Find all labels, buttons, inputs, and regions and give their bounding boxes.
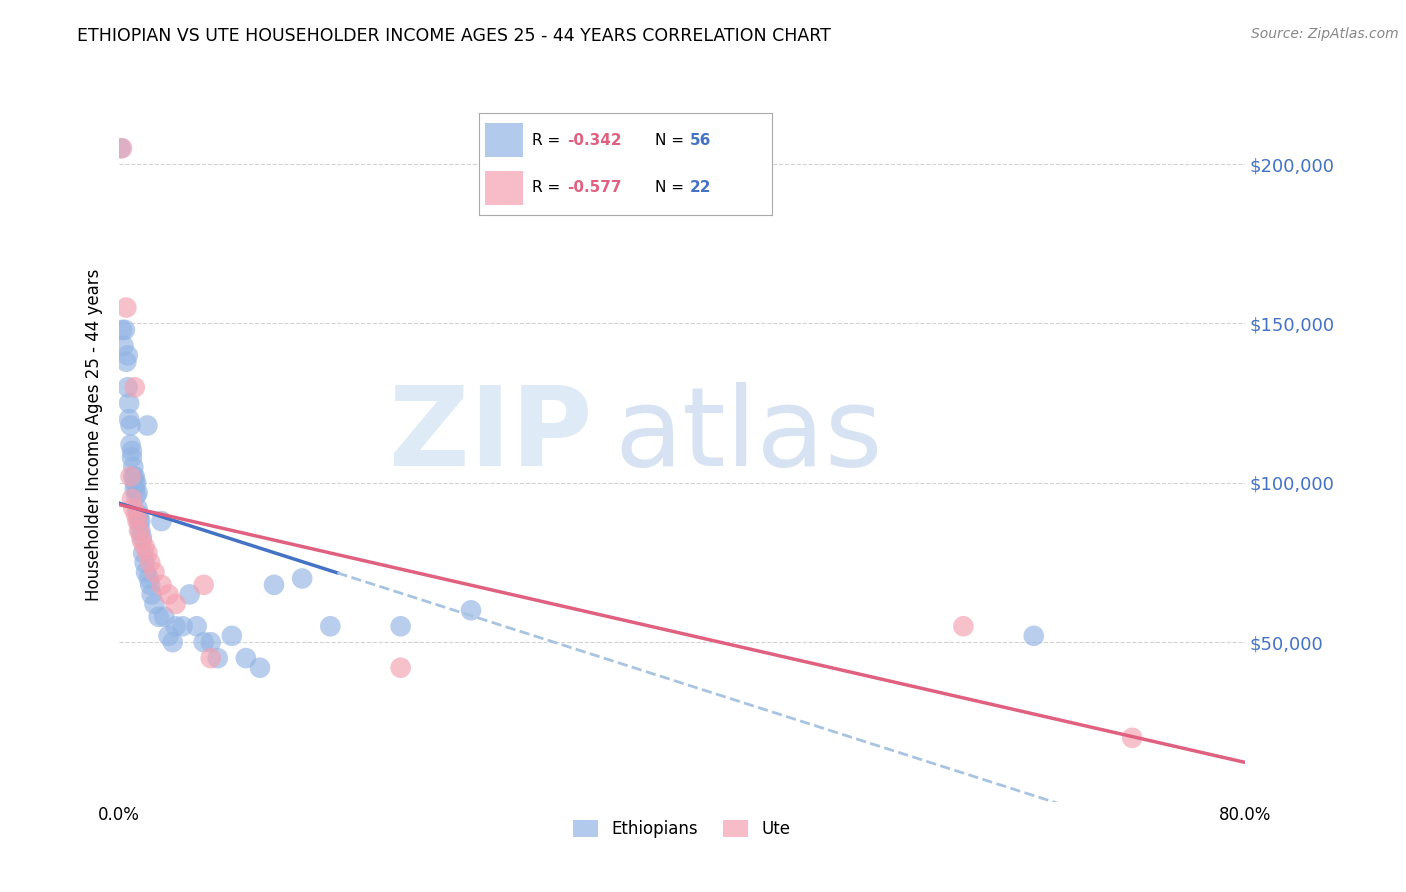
Point: [193, 635, 215, 649]
Point: [111, 141, 134, 155]
Point: [131, 530, 153, 544]
Point: [179, 587, 201, 601]
Legend: Ethiopians, Ute: Ethiopians, Ute: [567, 813, 797, 845]
Text: ETHIOPIAN VS UTE HOUSEHOLDER INCOME AGES 25 - 44 YEARS CORRELATION CHART: ETHIOPIAN VS UTE HOUSEHOLDER INCOME AGES…: [77, 27, 831, 45]
Point: [128, 508, 150, 522]
Point: [121, 491, 143, 506]
Point: [124, 482, 146, 496]
Point: [114, 323, 136, 337]
Y-axis label: Householder Income Ages 25 - 44 years: Householder Income Ages 25 - 44 years: [86, 268, 103, 601]
Point: [136, 418, 159, 433]
Point: [207, 651, 229, 665]
Point: [115, 355, 138, 369]
Point: [165, 597, 187, 611]
Point: [221, 629, 243, 643]
Point: [121, 444, 143, 458]
Point: [165, 619, 187, 633]
Point: [122, 469, 145, 483]
Point: [125, 508, 148, 522]
Point: [200, 651, 222, 665]
Point: [139, 578, 162, 592]
Point: [1121, 731, 1143, 745]
Point: [460, 603, 482, 617]
Point: [122, 501, 145, 516]
Point: [291, 572, 314, 586]
Point: [111, 323, 134, 337]
Point: [129, 514, 152, 528]
Point: [110, 141, 132, 155]
Point: [389, 661, 412, 675]
Point: [127, 501, 149, 516]
Text: ZIP: ZIP: [388, 382, 592, 489]
Point: [125, 489, 148, 503]
Point: [135, 565, 157, 579]
Point: [136, 546, 159, 560]
Point: [122, 459, 145, 474]
Point: [148, 609, 170, 624]
Point: [134, 556, 156, 570]
Point: [125, 475, 148, 490]
Point: [118, 396, 141, 410]
Point: [263, 578, 285, 592]
Point: [112, 339, 135, 353]
Point: [121, 450, 143, 465]
Point: [186, 619, 208, 633]
Point: [127, 485, 149, 500]
Point: [129, 524, 152, 538]
Text: Source: ZipAtlas.com: Source: ZipAtlas.com: [1251, 27, 1399, 41]
Point: [138, 572, 160, 586]
Point: [153, 609, 176, 624]
Point: [389, 619, 412, 633]
Point: [150, 514, 173, 528]
Point: [157, 587, 180, 601]
Point: [1022, 629, 1045, 643]
Point: [143, 565, 166, 579]
Point: [118, 412, 141, 426]
Point: [319, 619, 342, 633]
Point: [131, 533, 153, 548]
Point: [249, 661, 271, 675]
Point: [120, 418, 142, 433]
Point: [120, 469, 142, 483]
Text: atlas: atlas: [614, 382, 883, 489]
Point: [157, 629, 180, 643]
Point: [128, 514, 150, 528]
Point: [132, 546, 155, 560]
Point: [127, 514, 149, 528]
Point: [115, 301, 138, 315]
Point: [134, 540, 156, 554]
Point: [172, 619, 194, 633]
Point: [117, 380, 139, 394]
Point: [200, 635, 222, 649]
Point: [128, 524, 150, 538]
Point: [124, 475, 146, 490]
Point: [139, 556, 162, 570]
Point: [124, 380, 146, 394]
Point: [141, 587, 163, 601]
Point: [124, 469, 146, 483]
Point: [150, 578, 173, 592]
Point: [117, 348, 139, 362]
Point: [193, 578, 215, 592]
Point: [120, 437, 142, 451]
Point: [235, 651, 257, 665]
Point: [162, 635, 184, 649]
Point: [952, 619, 974, 633]
Point: [143, 597, 166, 611]
